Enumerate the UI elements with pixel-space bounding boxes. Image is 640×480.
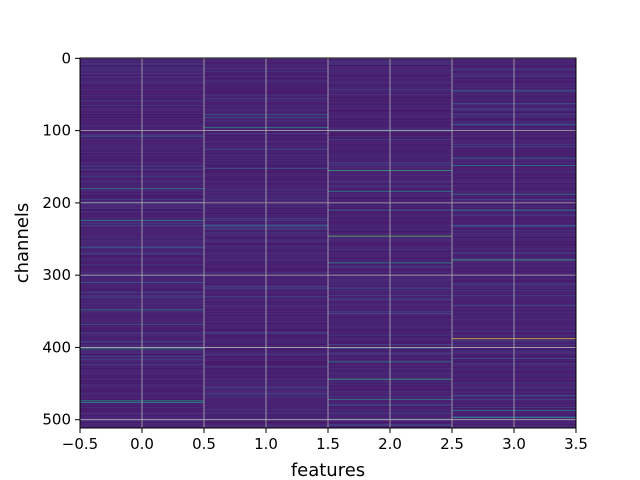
y-tick-label: 200: [42, 194, 71, 212]
y-tick-label: 300: [42, 266, 71, 284]
y-axis-label: channels: [12, 203, 33, 284]
x-tick-label: 1.5: [316, 435, 340, 453]
x-tick-label: 3.5: [564, 435, 588, 453]
y-tick-label: 400: [42, 338, 71, 356]
x-tick-label: −0.5: [62, 435, 98, 453]
x-axis-label: features: [291, 460, 365, 480]
x-tick-label: 2.5: [440, 435, 464, 453]
x-tick-label: 0.0: [130, 435, 154, 453]
y-tick-label: 100: [42, 122, 71, 140]
x-tick-label: 1.0: [254, 435, 278, 453]
x-axis-ticks: −0.5 0.0 0.5 1.0 1.5 2.0 2.5 3.0 3.5: [62, 428, 588, 453]
y-tick-label: 0: [61, 49, 71, 67]
y-tick-label: 500: [42, 411, 71, 429]
x-tick-label: 0.5: [192, 435, 216, 453]
x-tick-label: 2.0: [378, 435, 402, 453]
y-axis-ticks: 0 100 200 300 400 500: [42, 49, 80, 429]
x-tick-label: 3.0: [502, 435, 526, 453]
